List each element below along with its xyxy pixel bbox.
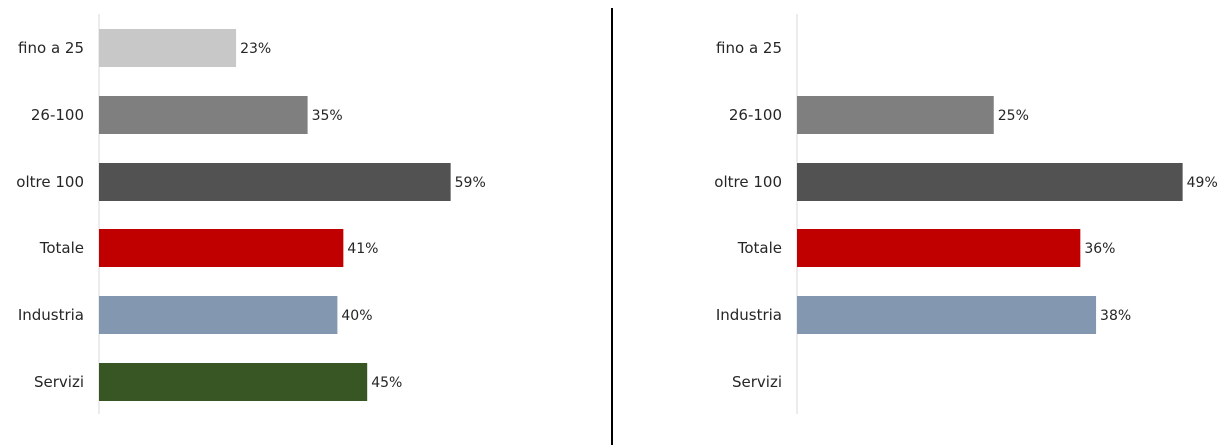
data-label: 49% [1187,175,1218,191]
bar [797,229,1081,267]
data-label: 59% [455,175,486,191]
category-label: Servizi [732,373,782,391]
category-label: oltre 100 [16,173,84,191]
category-label: 26-100 [31,106,84,124]
category-label: fino a 25 [18,39,84,57]
category-label: 26-100 [729,106,782,124]
data-label: 38% [1100,308,1131,324]
data-label: 23% [240,41,271,57]
category-label: oltre 100 [714,173,782,191]
data-label: 41% [347,241,378,257]
category-label: Totale [737,239,782,257]
bar [797,163,1183,201]
category-label: Servizi [34,373,84,391]
bar [99,29,237,67]
category-label: fino a 25 [716,39,782,57]
bar [797,96,994,134]
data-label: 35% [312,108,343,124]
bar [99,296,338,334]
bar [99,96,308,134]
data-label: 40% [341,308,372,324]
bar [99,363,368,401]
data-label: 25% [998,108,1029,124]
category-label: Industria [716,306,782,324]
bar [797,296,1097,334]
bar [99,163,451,201]
category-label: Totale [39,239,84,257]
bar [99,229,344,267]
chart-right: fino a 25 26-100 25% oltre 100 49% Totale 36% I… [714,14,1218,414]
data-label: 45% [371,375,402,391]
data-label: 36% [1084,241,1115,257]
chart-left: fino a 25 23% 26-100 35% oltre 100 59% Totale 4… [16,14,486,414]
category-label: Industria [18,306,84,324]
